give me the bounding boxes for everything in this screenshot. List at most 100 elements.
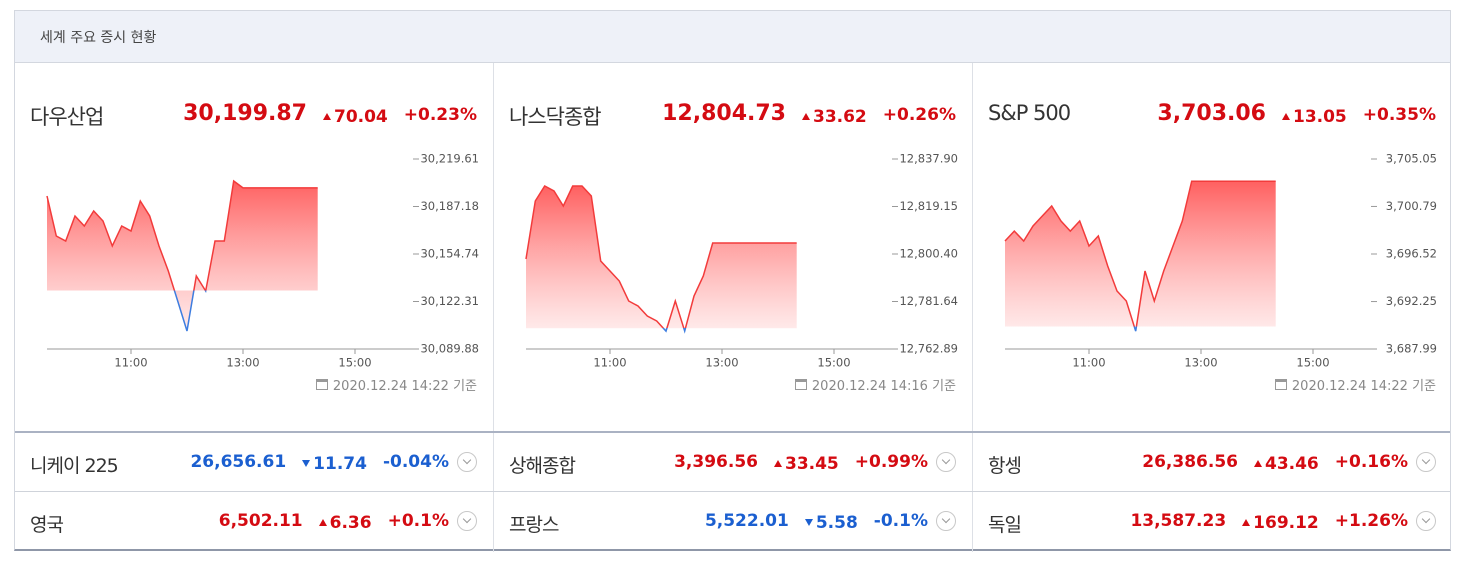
y-tick-label: 3,692.25	[1386, 294, 1437, 308]
change: 6.36	[318, 513, 372, 533]
quote: 3,703.06 13.05 +0.35%	[1157, 101, 1436, 127]
quote-cell: 독일 13,587.23 169.12 +1.26%	[973, 492, 1452, 552]
quote: 3,396.56 33.45 +0.99%	[674, 452, 928, 474]
quote: 26,386.56 43.46 +0.16%	[1142, 452, 1408, 474]
change: 5.58	[804, 512, 858, 533]
x-tick-label: 11:00	[114, 356, 147, 370]
arrow	[322, 113, 331, 120]
change: 33.45	[773, 453, 839, 474]
y-tick-label: 3,700.79	[1386, 199, 1437, 213]
change-value: 70.04	[333, 106, 388, 127]
quote: 30,199.87 70.04 +0.23%	[183, 101, 477, 127]
change: 43.46	[1253, 453, 1319, 474]
change-pct: +0.1%	[387, 511, 449, 531]
y-tick-label: 30,154.74	[420, 247, 479, 261]
quote: 26,656.61 11.74 -0.04%	[190, 452, 449, 474]
y-tick-label: 3,696.52	[1386, 247, 1437, 261]
change-value: 33.62	[812, 106, 867, 127]
y-tick-label: 3,687.99	[1386, 342, 1437, 356]
line	[525, 185, 797, 334]
quote-cell: 영국 6,502.11 6.36 +0.1%	[15, 492, 494, 552]
x-tick-label: 13:00	[705, 356, 738, 370]
line	[1004, 180, 1276, 332]
quote-cell: 니케이 225 26,656.61 11.74 -0.04%	[15, 433, 494, 493]
updated: 2020.12.24 14:22 기준	[1274, 375, 1436, 394]
change-value: 33.45	[784, 453, 839, 474]
change-pct: +0.99%	[854, 452, 928, 472]
index-name: 상해종합	[509, 455, 576, 477]
change-value: 13.05	[1292, 106, 1347, 127]
arrow	[801, 113, 810, 120]
quote: 13,587.23 169.12 +1.26%	[1130, 511, 1408, 533]
arrow	[1253, 460, 1262, 467]
change-value: 5.58	[815, 512, 858, 533]
index-chart: 12,837.90 12,819.15 12,800.40 12,781.64 12,7…	[525, 152, 958, 370]
y-tick-label: 30,219.61	[420, 152, 479, 166]
y-tick-label: 12,762.89	[899, 342, 958, 356]
expand-button[interactable]	[457, 511, 477, 531]
index-name: 프랑스	[509, 514, 559, 536]
change-pct: +0.23%	[403, 105, 477, 125]
y-tick-label: 12,819.15	[899, 199, 958, 213]
change: 169.12	[1242, 513, 1319, 533]
expand-button[interactable]	[1416, 452, 1436, 472]
index-panel: 3,705.05 3,700.79 3,696.52 3,692.25 3,687.99…	[973, 63, 1452, 431]
expand-button[interactable]	[1416, 511, 1436, 531]
header: 세계 주요 증시 현황	[15, 11, 1450, 63]
price: 3,703.06	[1157, 101, 1266, 126]
expand-button[interactable]	[936, 511, 956, 531]
index-name: 영국	[30, 514, 64, 536]
change-pct: -0.1%	[873, 511, 928, 531]
arrow	[773, 460, 782, 467]
y-tick-label: 30,089.88	[420, 342, 479, 356]
expand-button[interactable]	[936, 452, 956, 472]
quote-row: 니케이 225 26,656.61 11.74 -0.04% 상해종합 3,396.56 3…	[15, 431, 1452, 493]
quote: 6,502.11 6.36 +0.1%	[219, 511, 449, 533]
price: 26,386.56	[1142, 452, 1238, 472]
change-pct: -0.04%	[382, 452, 449, 472]
header-title: 세계 주요 증시 현황	[40, 30, 157, 46]
change-value: 43.46	[1264, 453, 1319, 474]
change-value: 169.12	[1253, 512, 1319, 533]
quote-cell: 상해종합 3,396.56 33.45 +0.99%	[494, 433, 973, 493]
price: 5,522.01	[704, 511, 789, 531]
updated: 2020.12.24 14:16 기준	[794, 375, 956, 394]
arrow	[1281, 113, 1290, 120]
y-tick-label: 12,837.90	[899, 152, 958, 166]
price: 12,804.73	[662, 101, 786, 126]
updated: 2020.12.24 14:22 기준	[315, 375, 477, 394]
updated-text: 2020.12.24 14:22 기준	[1291, 379, 1436, 394]
calendar-icon	[794, 379, 807, 390]
updated-text: 2020.12.24 14:22 기준	[332, 379, 477, 394]
price: 3,396.56	[674, 452, 758, 472]
index-chart: 30,219.61 30,187.18 30,154.74 30,122.31 30,0…	[46, 152, 479, 370]
change: 13.05	[1281, 106, 1347, 127]
change-value: 11.74	[313, 453, 367, 474]
y-tick-label: 12,781.64	[899, 294, 958, 308]
index-name: 니케이 225	[30, 455, 119, 477]
area	[1005, 181, 1276, 332]
index-panel: 30,219.61 30,187.18 30,154.74 30,122.31 30,0…	[15, 63, 494, 431]
updated-text: 2020.12.24 14:16 기준	[811, 379, 956, 394]
line	[46, 179, 318, 332]
expand-button[interactable]	[457, 452, 477, 472]
x-tick-label: 11:00	[1072, 356, 1105, 370]
quote-cell: 항셍 26,386.56 43.46 +0.16%	[973, 433, 1452, 493]
x-tick-label: 11:00	[593, 356, 626, 370]
quote: 5,522.01 5.58 -0.1%	[705, 511, 928, 533]
x-tick-label: 13:00	[226, 356, 259, 370]
y-tick-label: 3,705.05	[1386, 152, 1437, 166]
calendar-icon	[315, 379, 328, 390]
quote-cell: 프랑스 5,522.01 5.58 -0.1%	[494, 492, 973, 552]
quote-row: 영국 6,502.11 6.36 +0.1% 프랑스 5,522.01 5.58 -0.1% 독…	[15, 491, 1452, 552]
change-pct: +0.16%	[1334, 452, 1408, 472]
arrow	[804, 519, 813, 526]
price: 30,199.87	[183, 101, 307, 126]
x-tick-label: 15:00	[1296, 356, 1329, 370]
change: 11.74	[302, 454, 367, 474]
change-pct: +1.26%	[1334, 511, 1408, 531]
arrow	[1242, 519, 1251, 526]
x-tick-label: 13:00	[1184, 356, 1217, 370]
quote: 12,804.73 33.62 +0.26%	[662, 101, 956, 127]
index-name: 다우산업	[30, 105, 104, 129]
